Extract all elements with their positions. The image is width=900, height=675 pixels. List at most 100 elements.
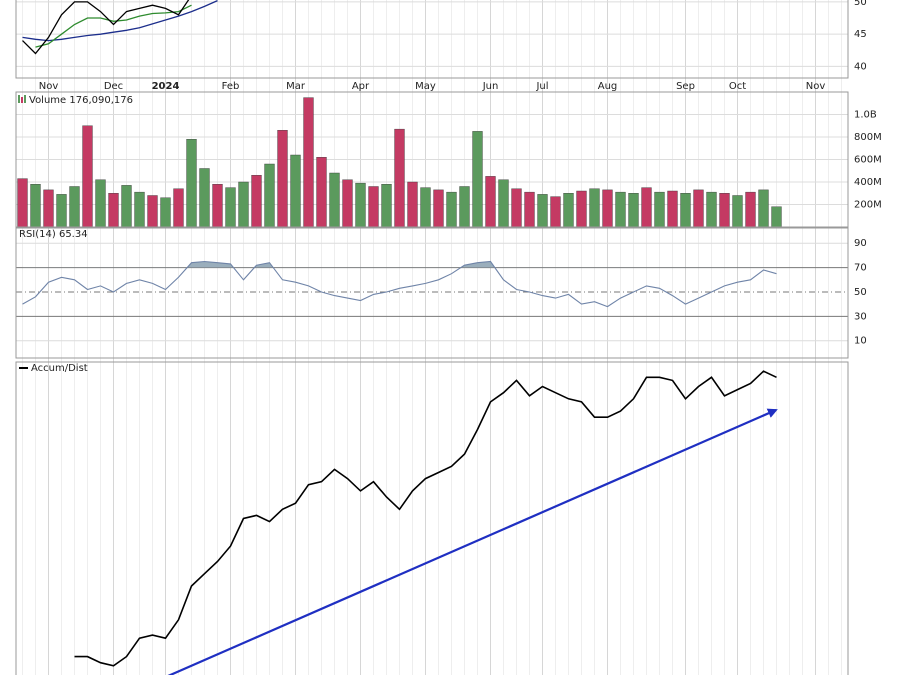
volume-bar xyxy=(472,131,483,227)
y-tick-label: 90 xyxy=(854,238,867,249)
x-tick-label: Mar xyxy=(286,81,306,92)
rsi-title: RSI(14) 65.34 xyxy=(19,229,88,240)
volume-bar xyxy=(524,191,535,227)
volume-bar xyxy=(329,172,340,227)
y-tick-label: 50 xyxy=(854,0,867,8)
volume-bar xyxy=(693,189,704,227)
volume-bar xyxy=(355,182,366,227)
volume-title: Volume 176,090,176 xyxy=(29,95,133,106)
x-tick-label: Feb xyxy=(222,81,240,92)
volume-bar xyxy=(147,195,158,227)
volume-bar xyxy=(498,179,509,227)
y-tick-label: 50 xyxy=(854,287,867,298)
panel xyxy=(17,97,782,227)
annotations xyxy=(167,408,778,675)
price-frame xyxy=(15,0,849,79)
y-tick-label: 400M xyxy=(854,177,882,188)
volume-bar xyxy=(290,154,301,227)
x-tick-label: 2024 xyxy=(152,81,180,92)
y-tick-label: 600M xyxy=(854,155,882,166)
volume-bar xyxy=(667,190,678,227)
volume-bar xyxy=(433,189,444,227)
volume-bar xyxy=(30,184,41,227)
ad-frame xyxy=(15,361,849,675)
volume-bar xyxy=(17,178,28,227)
volume-bar xyxy=(212,184,223,227)
volume-icon xyxy=(24,95,26,103)
x-tick-label: Aug xyxy=(598,81,618,92)
x-tick-label: Dec xyxy=(104,81,123,92)
trend-arrow xyxy=(167,408,778,675)
volume-icon xyxy=(21,97,23,103)
volume-bar xyxy=(485,176,496,227)
x-tick-label: Sep xyxy=(676,81,695,92)
volume-bar xyxy=(394,128,405,227)
overbought-fill xyxy=(22,261,777,268)
marks xyxy=(17,0,782,667)
ad-title: Accum/Dist xyxy=(31,363,88,374)
volume-bar xyxy=(69,186,80,227)
indicator-line xyxy=(22,260,777,308)
volume-bar xyxy=(719,193,730,227)
volume-bar xyxy=(56,194,67,227)
volume-bar xyxy=(615,191,626,227)
panel xyxy=(22,0,218,55)
volume-bar xyxy=(446,191,457,227)
y-tick-label: 40 xyxy=(854,61,867,72)
volume-bar xyxy=(82,125,93,227)
volume-bar xyxy=(199,168,210,227)
volume-bar xyxy=(680,193,691,227)
x-tick-label: Jul xyxy=(535,81,548,92)
y-tick-label: 30 xyxy=(854,311,867,322)
volume-bar xyxy=(537,194,548,227)
volume-bar xyxy=(251,175,262,227)
volume-bar xyxy=(550,196,561,227)
volume-bar xyxy=(641,187,652,227)
grid xyxy=(16,0,848,675)
volume-bar xyxy=(407,181,418,227)
volume-bar xyxy=(264,163,275,227)
x-tick-label: May xyxy=(415,81,436,92)
volume-bar xyxy=(381,184,392,227)
volume-bar xyxy=(745,191,756,227)
x-tick-label: Jun xyxy=(482,81,499,92)
y-tick-label: 1.0B xyxy=(854,110,877,121)
x-tick-label: Oct xyxy=(729,81,746,92)
volume-bar xyxy=(277,130,288,227)
volume-bar xyxy=(628,193,639,227)
price-line xyxy=(22,0,218,42)
volume-bar xyxy=(303,97,314,227)
volume-bar xyxy=(238,181,249,227)
volume-bar xyxy=(420,187,431,227)
volume-bar xyxy=(95,179,106,227)
volume-icon xyxy=(18,95,20,103)
volume-bar xyxy=(576,190,587,227)
volume-frame xyxy=(15,91,849,228)
y-tick-label: 800M xyxy=(854,132,882,143)
volume-bar xyxy=(121,185,132,227)
volume-bar xyxy=(706,191,717,227)
x-tick-label: Nov xyxy=(806,81,826,92)
volume-bar xyxy=(43,189,54,227)
volume-bar xyxy=(589,188,600,227)
y-tick-label: 10 xyxy=(854,336,867,347)
price-line xyxy=(35,4,192,48)
volume-bar xyxy=(108,193,119,227)
volume-bar xyxy=(160,197,171,227)
volume-bar xyxy=(225,187,236,227)
volume-bar xyxy=(771,206,782,227)
volume-bar xyxy=(459,186,470,227)
rsi-frame xyxy=(15,227,849,359)
volume-bar xyxy=(511,188,522,227)
y-tick-label: 200M xyxy=(854,200,882,211)
volume-bar xyxy=(134,191,145,227)
volume-bar xyxy=(173,188,184,227)
volume-bar xyxy=(186,139,197,227)
y-tick-label: 45 xyxy=(854,29,867,40)
volume-bar xyxy=(316,157,327,227)
volume-bar xyxy=(602,189,613,227)
volume-bar xyxy=(732,195,743,227)
panel xyxy=(22,260,777,308)
